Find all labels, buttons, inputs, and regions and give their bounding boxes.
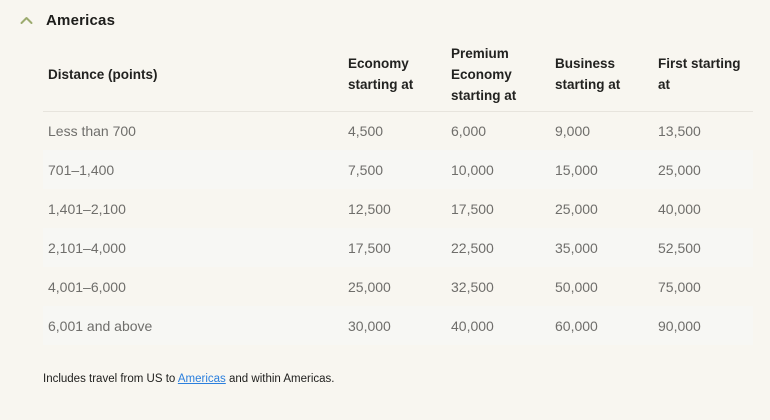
cell-first: 40,000 bbox=[658, 200, 701, 217]
award-table: Distance (points) Economy starting at Pr… bbox=[43, 40, 753, 346]
cell-premium-economy: 22,500 bbox=[451, 239, 494, 256]
cell-distance: 6,001 and above bbox=[48, 317, 153, 334]
cell-first: 90,000 bbox=[658, 317, 701, 334]
section-header-americas[interactable]: Americas bbox=[0, 0, 770, 29]
chevron-up-icon[interactable] bbox=[20, 16, 33, 25]
award-table-container: Distance (points) Economy starting at Pr… bbox=[43, 40, 753, 346]
cell-premium-economy: 40,000 bbox=[451, 317, 494, 334]
cell-distance: 4,001–6,000 bbox=[48, 278, 126, 295]
table-row: Less than 700 4,500 6,000 9,000 13,500 bbox=[43, 111, 753, 150]
cell-premium-economy: 17,500 bbox=[451, 200, 494, 217]
column-header-premium-economy: Premium Economy starting at bbox=[451, 40, 555, 112]
cell-business: 35,000 bbox=[555, 239, 598, 256]
table-row: 4,001–6,000 25,000 32,500 50,000 75,000 bbox=[43, 267, 753, 306]
table-row: 1,401–2,100 12,500 17,500 25,000 40,000 bbox=[43, 189, 753, 228]
cell-business: 9,000 bbox=[555, 123, 591, 140]
header-row: Distance (points) Economy starting at Pr… bbox=[43, 40, 753, 112]
cell-distance: 2,101–4,000 bbox=[48, 239, 126, 256]
cell-business: 25,000 bbox=[555, 200, 598, 217]
footnote-prefix: Includes travel from US to bbox=[43, 373, 178, 386]
cell-economy: 4,500 bbox=[348, 123, 384, 140]
section-title: Americas bbox=[46, 12, 116, 29]
footnote-suffix: and within Americas. bbox=[225, 373, 335, 386]
cell-business: 50,000 bbox=[555, 278, 598, 295]
table-row: 2,101–4,000 17,500 22,500 35,000 52,500 bbox=[43, 228, 753, 268]
cell-premium-economy: 32,500 bbox=[451, 278, 494, 295]
cell-first: 75,000 bbox=[658, 278, 701, 295]
cell-distance: 701–1,400 bbox=[48, 161, 115, 178]
cell-distance: 1,401–2,100 bbox=[48, 200, 126, 217]
cell-distance: Less than 700 bbox=[48, 123, 136, 140]
footnote: Includes travel from US to Americas and … bbox=[43, 373, 770, 385]
table-body: Less than 700 4,500 6,000 9,000 13,500 7… bbox=[43, 111, 753, 346]
cell-first: 52,500 bbox=[658, 239, 701, 256]
column-header-business: Business starting at bbox=[555, 40, 658, 112]
column-header-economy: Economy starting at bbox=[348, 40, 451, 112]
cell-first: 13,500 bbox=[658, 123, 701, 140]
table-header: Distance (points) Economy starting at Pr… bbox=[43, 40, 753, 112]
table-row: 701–1,400 7,500 10,000 15,000 25,000 bbox=[43, 150, 753, 190]
column-header-distance: Distance (points) bbox=[43, 40, 348, 112]
cell-first: 25,000 bbox=[658, 161, 701, 178]
americas-link[interactable]: Americas bbox=[177, 373, 226, 386]
cell-business: 15,000 bbox=[555, 161, 598, 178]
cell-premium-economy: 6,000 bbox=[451, 123, 487, 140]
table-row: 6,001 and above 30,000 40,000 60,000 90,… bbox=[43, 306, 753, 346]
cell-economy: 7,500 bbox=[348, 161, 384, 178]
column-header-first: First starting at bbox=[658, 40, 753, 112]
cell-economy: 30,000 bbox=[348, 317, 391, 334]
cell-premium-economy: 10,000 bbox=[451, 161, 494, 178]
cell-economy: 25,000 bbox=[348, 278, 391, 295]
cell-business: 60,000 bbox=[555, 317, 598, 334]
cell-economy: 17,500 bbox=[348, 239, 391, 256]
cell-economy: 12,500 bbox=[348, 200, 391, 217]
